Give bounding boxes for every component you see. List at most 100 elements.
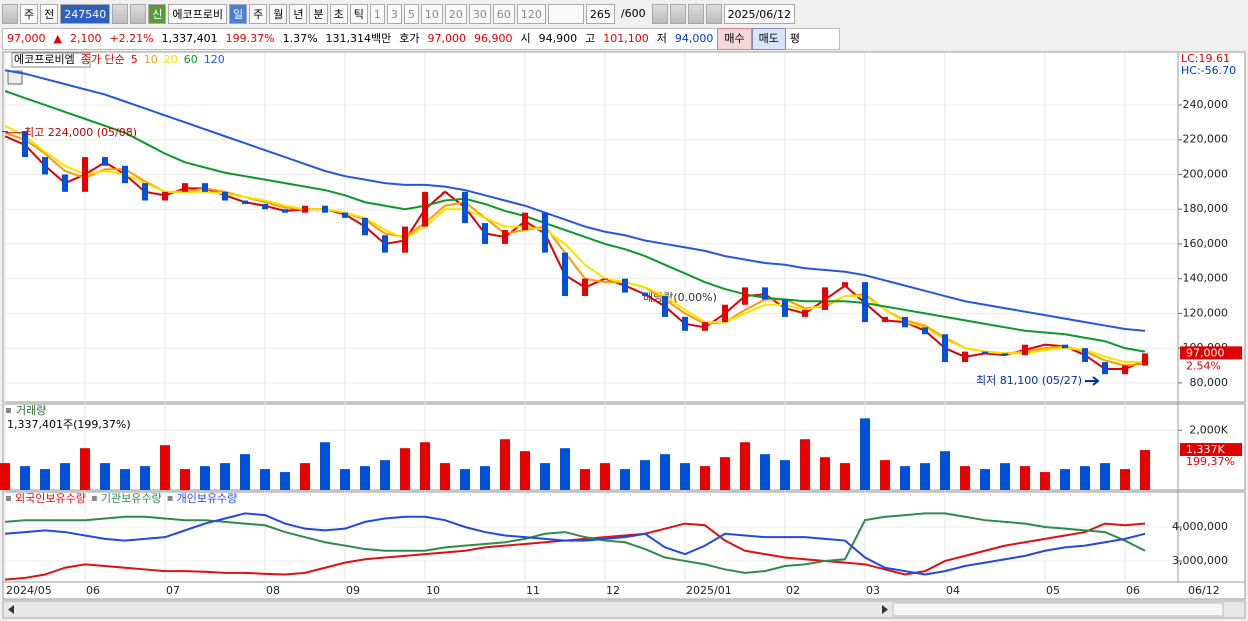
- avg-button[interactable]: 평: [789, 32, 801, 45]
- tool-icon[interactable]: [669, 4, 686, 24]
- period-select[interactable]: 주: [20, 4, 39, 24]
- count-button[interactable]: 10: [420, 4, 443, 24]
- volume-bar: [1100, 463, 1110, 490]
- volume-bar: [100, 463, 110, 490]
- symbol-box: [11, 52, 91, 68]
- series-line: [4, 69, 1146, 332]
- save-icon[interactable]: [687, 4, 704, 24]
- volume-bar: [900, 466, 910, 490]
- volume-subtitle: 1,337,401주(199,37%): [7, 418, 131, 431]
- candle: [362, 217, 368, 236]
- legend-entry: 5: [131, 53, 138, 66]
- price-tag-label: 97,000: [1186, 346, 1225, 359]
- count-button[interactable]: 120: [516, 4, 546, 24]
- candle: [722, 304, 728, 323]
- count-button[interactable]: 1: [369, 4, 385, 24]
- count-button[interactable]: 5: [403, 4, 419, 24]
- price-panel: [2, 51, 1246, 403]
- search-icon[interactable]: [112, 4, 129, 24]
- count-button[interactable]: 3: [386, 4, 402, 24]
- bar-count[interactable]: 265: [585, 4, 615, 24]
- interval-button[interactable]: 초: [329, 4, 348, 24]
- quote-change: 2,100: [69, 32, 102, 45]
- count-select[interactable]: [547, 4, 584, 24]
- volume-bar: [420, 442, 430, 490]
- x-tick-label: 11: [526, 584, 540, 597]
- sound-icon[interactable]: [130, 4, 147, 24]
- count-button[interactable]: 30: [468, 4, 491, 24]
- x-tick-label: 06: [1126, 584, 1140, 597]
- buy-button[interactable]: 매수: [717, 28, 752, 50]
- volume-bar: [580, 469, 590, 490]
- quote-high: 101,100: [603, 32, 649, 45]
- candle: [1002, 353, 1008, 356]
- candle: [922, 327, 928, 335]
- volume-marker: [6, 408, 11, 413]
- quote-open-label: 시: [520, 32, 531, 45]
- legend-marker: [6, 496, 11, 501]
- quote-amount: 131,314백만: [325, 32, 392, 45]
- name-box[interactable]: 에코프로비: [168, 4, 227, 24]
- y-tick-label: 180,000: [1183, 202, 1229, 215]
- candle: [22, 131, 28, 158]
- x-tick-label: 12: [606, 584, 620, 597]
- code-input[interactable]: 247540: [60, 4, 111, 24]
- candle: [802, 309, 808, 317]
- candle: [182, 183, 188, 192]
- range-button[interactable]: 전: [40, 4, 59, 24]
- x-tick-label: 2024/05: [6, 584, 52, 597]
- interval-button[interactable]: 분: [309, 4, 328, 24]
- candle: [442, 191, 448, 193]
- candle: [342, 212, 348, 218]
- x-tick-label: 04: [946, 584, 960, 597]
- menu-icon[interactable]: [2, 4, 18, 24]
- candle: [702, 322, 708, 331]
- candle: [2, 131, 8, 133]
- volume-bar: [840, 463, 850, 490]
- volume-bar: [920, 463, 930, 490]
- date-input[interactable]: 2025/06/12: [723, 4, 795, 24]
- toolbar-icons[interactable]: [892, 602, 1224, 617]
- new-button[interactable]: 신: [148, 4, 167, 24]
- volume-bar: [0, 463, 10, 490]
- y-tick-label: 80,000: [1190, 376, 1229, 389]
- candle: [402, 226, 408, 253]
- x-tick-label: 07: [166, 584, 180, 597]
- interval-button[interactable]: 일: [228, 4, 248, 24]
- tool-icon[interactable]: [651, 4, 668, 24]
- volume-bar: [1020, 466, 1030, 490]
- y-tick-label: 2,000K: [1189, 423, 1228, 436]
- volume-bar: [440, 463, 450, 490]
- volume-bar: [1120, 469, 1130, 490]
- quote-change-pct: +2.21%: [109, 32, 154, 45]
- count-button[interactable]: 20: [444, 4, 467, 24]
- interval-button[interactable]: 틱: [349, 4, 368, 24]
- interval-button[interactable]: 주: [249, 4, 268, 24]
- candle: [262, 203, 268, 210]
- scroll-right[interactable]: [882, 605, 888, 614]
- candle: [162, 191, 168, 201]
- interval-button[interactable]: 월: [269, 4, 288, 24]
- candle: [62, 174, 68, 192]
- y-tick-label: 160,000: [1183, 237, 1229, 250]
- candle: [542, 212, 548, 253]
- x-tick-label: 03: [866, 584, 880, 597]
- settings-icon[interactable]: [705, 4, 722, 24]
- candle: [682, 316, 688, 331]
- volume-bar: [500, 439, 510, 490]
- scroll-left[interactable]: [8, 605, 14, 614]
- x-tick-label: 06: [86, 584, 100, 597]
- candle: [1122, 365, 1128, 375]
- interval-button[interactable]: 년: [289, 4, 308, 24]
- ma-label: 종가 단순: [81, 53, 125, 66]
- price-tag-change: 2.54%: [1186, 359, 1221, 372]
- volume-bar: [940, 451, 950, 490]
- y-tick-label: 120,000: [1183, 306, 1229, 319]
- count-button[interactable]: 60: [492, 4, 515, 24]
- y-tick-label: 3,000,000: [1172, 554, 1228, 567]
- legend-entry: 기관보유수량: [101, 492, 162, 505]
- sell-button[interactable]: 매도: [751, 28, 786, 50]
- volume-bar: [360, 466, 370, 490]
- volume-bar: [600, 463, 610, 490]
